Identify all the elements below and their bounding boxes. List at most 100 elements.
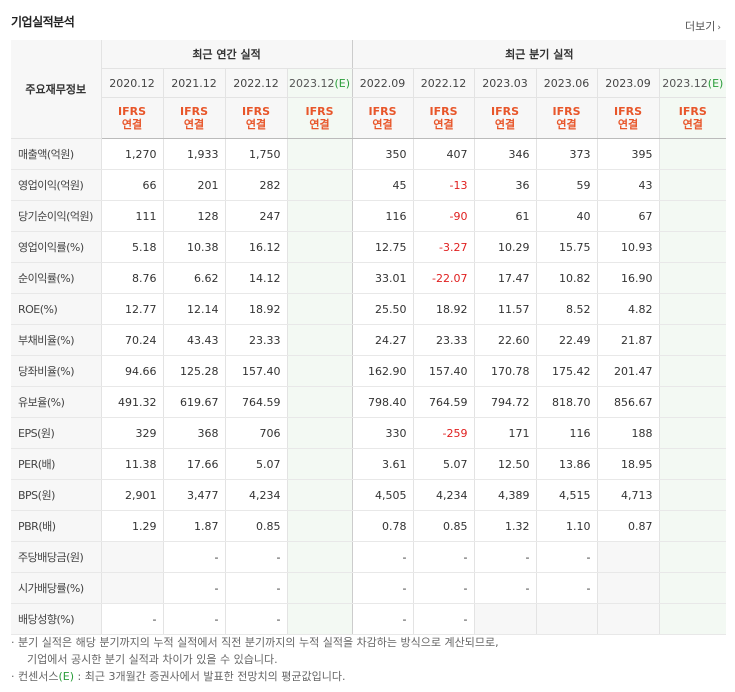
table-cell: 33.01 — [351, 262, 414, 294]
table-row: 유보율(%) 491.32 619.67 764.59 798.40 764.59 794.… — [11, 386, 727, 418]
period-header: 2022.09 — [351, 68, 414, 98]
table-cell: 282 — [224, 169, 287, 201]
footnote-line1: · 분기 실적은 해당 분기까지의 누적 실적에서 직전 분기까지의 누적 실적… — [11, 636, 499, 649]
period-header: 2021.12 — [162, 68, 225, 98]
table-cell: 6.62 — [162, 262, 225, 294]
table-cell — [286, 138, 353, 170]
table-cell: - — [224, 603, 287, 635]
table-cell — [658, 479, 727, 511]
table-cell: -259 — [412, 417, 475, 449]
table-cell: 2,901 — [100, 479, 163, 511]
table-cell — [658, 293, 727, 325]
consolidated-label: 연결 — [682, 118, 703, 131]
consolidated-label: 연결 — [372, 118, 393, 131]
table-cell: 162.90 — [351, 355, 414, 387]
table-cell: 116 — [535, 417, 598, 449]
ifrs-consolidated-label: IFRS 연결 — [162, 97, 225, 139]
table-cell: 157.40 — [412, 355, 475, 387]
row-header-label: 주요재무정보 — [11, 40, 101, 139]
table-cell — [535, 603, 598, 635]
ifrs-label: IFRS — [180, 105, 208, 118]
table-cell: 1,750 — [224, 138, 287, 170]
table-cell — [658, 417, 727, 449]
table-cell: 373 — [535, 138, 598, 170]
table-cell — [100, 541, 163, 573]
table-cell: 22.49 — [535, 324, 598, 356]
table-cell — [658, 386, 727, 418]
table-cell: 11.38 — [100, 448, 163, 480]
table-cell: - — [412, 572, 475, 604]
table-cell: 43.43 — [162, 324, 225, 356]
table-cell: 0.87 — [596, 510, 660, 542]
table-cell: 1.32 — [473, 510, 537, 542]
table-cell — [658, 510, 727, 542]
table-cell: 407 — [412, 138, 475, 170]
table-cell — [658, 572, 727, 604]
period-header: 2023.03 — [473, 68, 537, 98]
table-cell — [658, 448, 727, 480]
ifrs-consolidated-label: IFRS 연결 — [658, 97, 727, 139]
table-cell: 4,389 — [473, 479, 537, 511]
estimate-tag: (E) — [58, 670, 75, 683]
table-cell: - — [162, 541, 225, 573]
table-row: 당기순이익(억원) 111 128 247 116 -90 61 40 67 — [11, 200, 727, 232]
period-header: 2022.12 — [412, 68, 475, 98]
table-cell: 12.77 — [100, 293, 163, 325]
table-cell — [286, 386, 353, 418]
table-cell — [286, 262, 353, 294]
table-cell: - — [162, 572, 225, 604]
more-label: 더보기 — [685, 20, 716, 33]
consolidated-label: 연결 — [309, 118, 330, 131]
table-cell: 3.61 — [351, 448, 414, 480]
table-row: PBR(배) 1.29 1.87 0.85 0.78 0.85 1.32 1.10 0.87 — [11, 510, 727, 542]
table-cell: 18.92 — [224, 293, 287, 325]
ifrs-label: IFRS — [552, 105, 581, 118]
table-cell: 798.40 — [351, 386, 414, 418]
table-cell: - — [535, 572, 598, 604]
more-link[interactable]: 더보기 › — [685, 18, 721, 34]
table-cell: -22.07 — [412, 262, 475, 294]
period-header: 2022.12 — [224, 68, 287, 98]
table-cell — [658, 200, 727, 232]
table-cell: - — [224, 541, 287, 573]
row-label: PER(배) — [11, 448, 101, 480]
table-cell: 170.78 — [473, 355, 537, 387]
table-cell — [596, 603, 660, 635]
table-cell: 5.07 — [224, 448, 287, 480]
ifrs-label: IFRS — [368, 105, 397, 118]
table-cell — [658, 138, 727, 170]
chevron-right-icon: › — [717, 23, 721, 33]
estimate-tag: (E) — [334, 76, 351, 90]
table-cell — [596, 541, 660, 573]
table-cell — [658, 603, 727, 635]
footnote-1: · 분기 실적은 해당 분기까지의 누적 실적에서 직전 분기까지의 누적 실적… — [11, 634, 726, 668]
table-cell: - — [351, 572, 414, 604]
period-header: 2023.06 — [535, 68, 598, 98]
table-cell: 3,477 — [162, 479, 225, 511]
table-cell: 1.29 — [100, 510, 163, 542]
table-cell: 17.47 — [473, 262, 537, 294]
table-cell — [658, 541, 727, 573]
table-cell: - — [100, 603, 163, 635]
annual-group-header: 최근 연간 실적 — [100, 40, 353, 69]
table-cell: 45 — [351, 169, 414, 201]
consolidated-label: 연결 — [433, 118, 454, 131]
table-cell: 66 — [100, 169, 163, 201]
table-cell — [286, 510, 353, 542]
table-cell: 4,515 — [535, 479, 598, 511]
table-cell: 67 — [596, 200, 660, 232]
table-cell — [658, 262, 727, 294]
table-cell — [286, 572, 353, 604]
table-cell: 175.42 — [535, 355, 598, 387]
table-cell: 0.85 — [224, 510, 287, 542]
table-row: 영업이익률(%) 5.18 10.38 16.12 12.75 -3.27 10.29 15.… — [11, 231, 727, 263]
period-header: 2020.12 — [100, 68, 163, 98]
row-label: 유보율(%) — [11, 386, 101, 418]
ifrs-label: IFRS — [614, 105, 643, 118]
table-cell: 43 — [596, 169, 660, 201]
table-cell: 247 — [224, 200, 287, 232]
table-cell: 128 — [162, 200, 225, 232]
table-cell: 10.29 — [473, 231, 537, 263]
table-cell — [658, 355, 727, 387]
table-cell: 0.78 — [351, 510, 414, 542]
